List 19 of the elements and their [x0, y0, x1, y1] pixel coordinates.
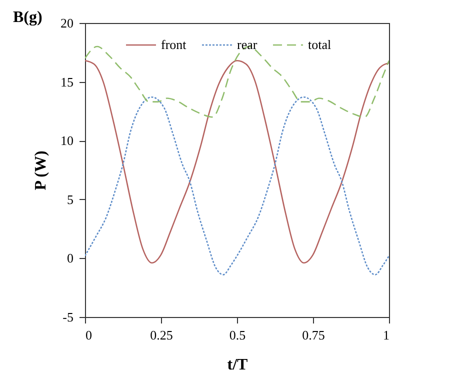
y-tick-label: 15 — [60, 74, 74, 90]
x-tick-label: 1 — [383, 328, 390, 342]
x-axis-title: t/T — [227, 356, 248, 374]
legend-label: rear — [237, 37, 258, 52]
legend-label: total — [308, 37, 332, 52]
text: B(g) — [13, 9, 42, 26]
x-tick-label: 0.75 — [302, 328, 325, 342]
line-series — [85, 60, 389, 264]
y-tick-label: 10 — [60, 133, 74, 148]
x-tick-label: 0 — [86, 328, 92, 342]
line-series — [85, 96, 389, 276]
x-tick-label: 0.25 — [150, 328, 173, 342]
y-tick-label: 20 — [60, 16, 74, 30]
y-axis-title: P (W) — [32, 150, 50, 190]
y-tick-label: -5 — [62, 310, 74, 324]
legend-label: front — [161, 37, 187, 52]
x-tick-label: 0.5 — [229, 328, 246, 342]
y-tick-label: 0 — [67, 250, 74, 266]
y-tick-label: 5 — [67, 192, 74, 207]
